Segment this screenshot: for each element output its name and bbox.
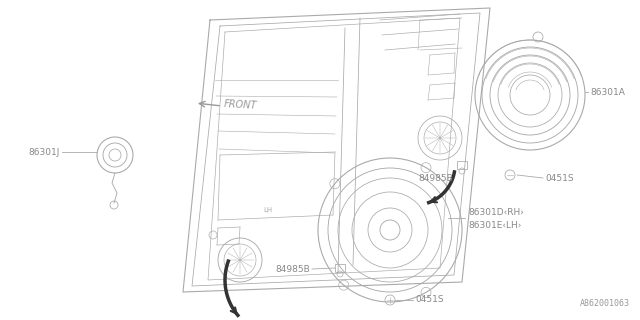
Text: 86301J: 86301J — [29, 148, 60, 156]
Text: FRONT: FRONT — [224, 99, 258, 111]
Text: 84985B: 84985B — [419, 173, 453, 182]
Text: A862001063: A862001063 — [580, 299, 630, 308]
Text: 0451S: 0451S — [545, 173, 573, 182]
Text: 86301E‹LH›: 86301E‹LH› — [468, 220, 522, 229]
Text: 86301A: 86301A — [590, 87, 625, 97]
Text: LH: LH — [263, 207, 273, 213]
Bar — [335, 264, 345, 272]
Text: 84985B: 84985B — [275, 266, 310, 275]
Bar — [457, 161, 467, 169]
Text: 0451S: 0451S — [415, 295, 444, 305]
Text: 86301D‹RH›: 86301D‹RH› — [468, 207, 524, 217]
